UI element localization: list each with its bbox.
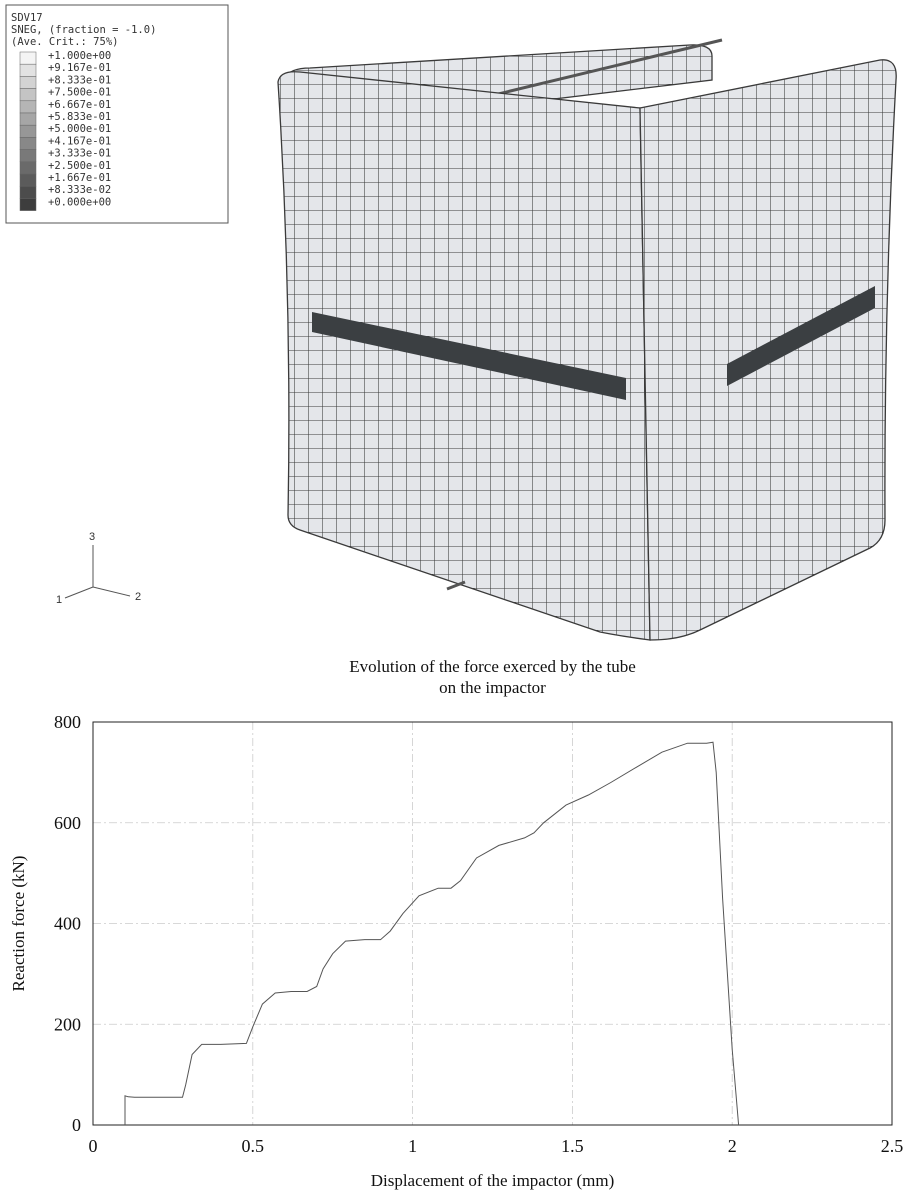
- triad-axis-1: [64, 586, 94, 599]
- legend-value: +2.500e-01: [48, 160, 111, 172]
- legend-value: +6.667e-01: [48, 99, 111, 111]
- legend-value: +8.333e-02: [48, 184, 111, 196]
- legend-value: +5.000e-01: [48, 123, 111, 135]
- plot-frame: [92, 721, 893, 1126]
- legend-swatch: [19, 124, 37, 138]
- damaged-band-left: [312, 312, 626, 400]
- legend-section: SNEG, (fraction = -1.0): [11, 24, 156, 36]
- damaged-band-right: [727, 286, 875, 386]
- x-tick-label: 0: [89, 1136, 98, 1156]
- legend-swatch: [19, 198, 37, 211]
- legend-value: +3.333e-01: [48, 148, 111, 160]
- y-tick-label: 800: [54, 712, 81, 732]
- impactor-bottom: [446, 580, 466, 591]
- tube-mesh: [277, 38, 897, 641]
- axis-triad: 3 1 2: [56, 531, 141, 606]
- legend-value: +0.000e+00: [48, 196, 111, 208]
- legend-swatch: [19, 112, 37, 126]
- legend-frame: [5, 4, 229, 224]
- triad-label-2: 2: [135, 591, 141, 603]
- legend-swatch: [19, 100, 37, 114]
- x-axis-label: Displacement of the impactor (mm): [371, 1171, 615, 1190]
- x-tick-labels: 0 0.5 1 1.5 2 2.5: [89, 1136, 904, 1156]
- legend-swatch: [19, 51, 37, 65]
- triad-label-1: 1: [56, 594, 62, 606]
- y-tick-label: 200: [54, 1014, 81, 1034]
- chart-title: Evolution of the force exerced by the tu…: [349, 657, 636, 697]
- chart-title-line: on the impactor: [439, 678, 546, 697]
- contour-legend: SDV17 SNEG, (fraction = -1.0) (Ave. Crit…: [5, 4, 229, 224]
- triad-label-3: 3: [89, 531, 95, 543]
- y-tick-label: 400: [54, 914, 81, 934]
- x-tick-label: 2: [728, 1136, 737, 1156]
- legend-swatch: [19, 88, 37, 102]
- legend-swatch: [19, 137, 37, 150]
- legend-swatch: [19, 185, 37, 199]
- x-tick-label: 1.5: [561, 1136, 584, 1156]
- legend-averaging: (Ave. Crit.: 75%): [11, 36, 118, 48]
- legend-swatch: [19, 149, 37, 163]
- series-line-reaction-force: [124, 741, 740, 1126]
- x-tick-label: 0.5: [242, 1136, 265, 1156]
- legend-value: +4.167e-01: [48, 135, 111, 147]
- legend-value: +5.833e-01: [48, 111, 111, 123]
- chart-title-line: Evolution of the force exerced by the tu…: [349, 657, 636, 676]
- x-tick-label: 2.5: [881, 1136, 904, 1156]
- legend-value: +8.333e-01: [48, 74, 111, 86]
- x-tick-label: 1: [408, 1136, 417, 1156]
- legend-swatch: [19, 63, 37, 77]
- triad-axis-2: [92, 586, 131, 597]
- legend-value: +7.500e-01: [48, 87, 111, 99]
- fea-contour-plot: SDV17 SNEG, (fraction = -1.0) (Ave. Crit…: [5, 4, 897, 641]
- legend-value: +1.000e+00: [48, 50, 111, 62]
- y-tick-labels: 0 200 400 600 800: [54, 712, 81, 1135]
- y-axis-label: Reaction force (kN): [9, 856, 28, 992]
- legend-swatch: [19, 173, 37, 187]
- legend-swatch: [19, 76, 37, 89]
- legend-variable: SDV17: [11, 12, 43, 24]
- legend-swatch: [19, 161, 37, 175]
- legend-value: +1.667e-01: [48, 172, 111, 184]
- y-tick-label: 600: [54, 813, 81, 833]
- legend-value: +9.167e-01: [48, 62, 111, 74]
- chart-grid: [93, 722, 892, 1125]
- y-tick-label: 0: [72, 1115, 81, 1135]
